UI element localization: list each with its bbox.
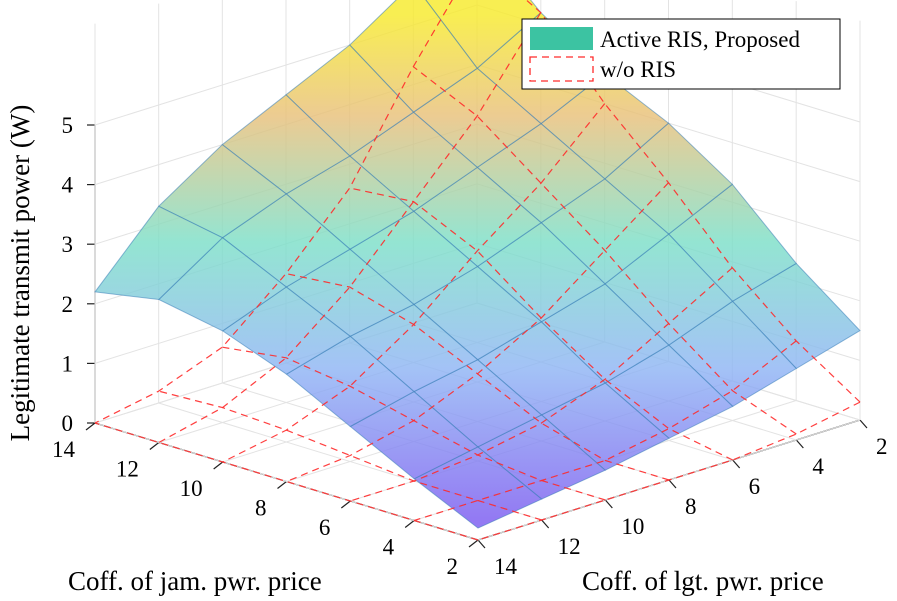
tick-mark-y [277,481,287,489]
tick-label-x: 10 [621,514,644,539]
surface-patch [425,0,542,70]
mesh-line-x [412,66,797,435]
tick-label-x: 4 [812,454,824,479]
tick-label-y: 2 [447,554,459,579]
tick-mark-y [213,461,224,470]
surface-patch [94,205,224,301]
tick-label-y: 4 [383,535,395,560]
mesh-line-y [350,267,733,502]
tick-mark-y [85,422,96,431]
legend-label-active-ris: Active RIS, Proposed [600,27,800,52]
legend: Active RIS, Proposed w/o RIS [521,18,841,90]
tick-label-x: 8 [685,494,697,519]
x-axis-label: Coff. of lgt. pwr. price [582,566,824,596]
mesh-line-y [158,12,542,444]
mesh-line-y [477,401,861,541]
tick-mark-y [149,442,160,450]
tick-label-y: 14 [52,437,76,462]
tick-label-y: 6 [319,515,331,540]
tick-label-z: 4 [62,173,74,198]
mesh-line-y [94,0,453,424]
tick-label-z: 1 [62,351,74,376]
tick-mark-x [795,439,804,449]
tick-label-z: 3 [62,232,74,257]
tick-mark-x [604,499,613,509]
tick-mark-y [468,539,479,548]
tick-label-y: 8 [255,496,267,521]
legend-label-wo-ris: w/o RIS [600,57,676,82]
tick-mark-y [404,520,415,528]
y-axis-label: Coff. of jam. pwr. price [68,566,322,596]
tick-mark-x [859,419,868,429]
legend-swatch-active-ris [530,27,593,50]
tick-label-x: 14 [494,554,518,579]
tick-mark-x [477,539,486,549]
tick-label-z: 5 [62,113,74,138]
tick-label-x: 6 [749,474,761,499]
mesh-wo-ris [94,0,861,541]
tick-mark-x [732,459,741,469]
tick-mark-x [668,479,677,489]
mesh-line-y [286,182,669,483]
tick-label-z: 2 [62,292,74,317]
surface-active-ris [94,0,861,529]
tick-label-x: 2 [876,434,888,459]
mesh-line-y [222,103,606,463]
legend-swatch-wo-ris [529,56,594,82]
tick-label-x: 12 [558,534,581,559]
tick-label-z: 0 [62,411,74,436]
tick-mark-x [541,519,550,529]
tick-label-y: 12 [116,457,139,482]
tick-label-y: 10 [180,476,203,501]
z-axis-label: Legitimate transmit power (W) [5,105,35,442]
tick-mark-y [340,500,351,509]
